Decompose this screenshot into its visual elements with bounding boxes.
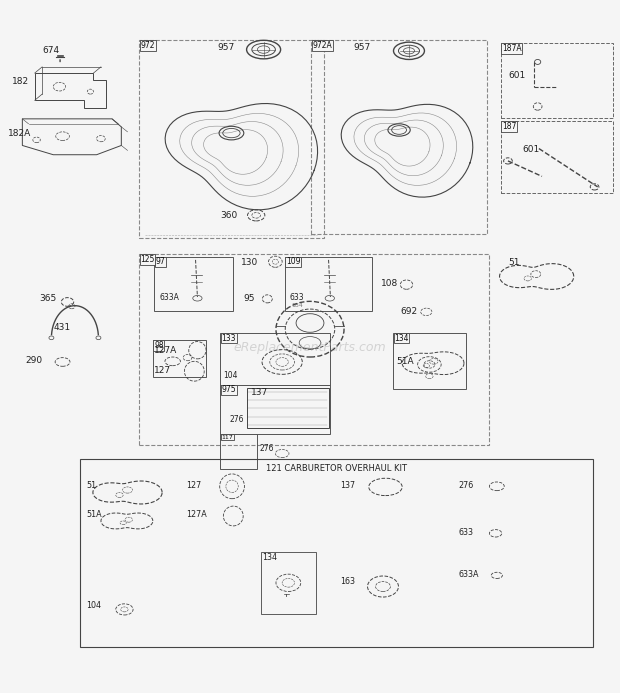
Text: 98: 98	[154, 341, 164, 350]
Text: 182: 182	[12, 77, 29, 86]
Text: 108: 108	[381, 279, 399, 288]
Bar	[260, 552, 316, 614]
Text: 133: 133	[221, 333, 236, 342]
Text: 975: 975	[221, 385, 236, 394]
Bar	[500, 44, 613, 118]
Text: 187: 187	[502, 122, 516, 131]
Bar	[220, 333, 330, 385]
Text: 109: 109	[286, 257, 300, 266]
Text: 276: 276	[259, 444, 274, 453]
Text: 431: 431	[54, 324, 71, 333]
Bar	[220, 385, 330, 435]
Text: 121 CARBURETOR OVERHAUL KIT: 121 CARBURETOR OVERHAUL KIT	[266, 464, 407, 473]
Text: 137: 137	[340, 480, 355, 489]
Text: 127A: 127A	[186, 510, 207, 519]
Bar	[311, 40, 487, 234]
Text: 182A: 182A	[8, 129, 32, 138]
Text: 601: 601	[522, 146, 539, 155]
Text: 127A: 127A	[154, 346, 177, 355]
Text: 972: 972	[141, 41, 155, 50]
Text: 51A: 51A	[86, 510, 102, 519]
Text: 117: 117	[221, 435, 233, 440]
Text: 187A: 187A	[502, 44, 521, 53]
Text: 601: 601	[508, 71, 525, 80]
Text: 134: 134	[262, 553, 277, 562]
Text: eReplacementParts.com: eReplacementParts.com	[234, 341, 386, 354]
Text: 957: 957	[217, 43, 234, 52]
Text: 127: 127	[154, 365, 171, 374]
Text: 134: 134	[394, 333, 409, 342]
Bar	[393, 333, 466, 389]
Text: 163: 163	[340, 577, 355, 586]
Text: 692: 692	[401, 308, 417, 317]
Text: 360: 360	[220, 211, 237, 220]
Text: 674: 674	[43, 46, 60, 55]
Bar	[140, 40, 324, 238]
Bar	[154, 257, 232, 310]
Text: 127: 127	[186, 480, 202, 489]
Bar	[80, 459, 593, 647]
Text: 130: 130	[241, 258, 258, 267]
Bar	[220, 435, 257, 469]
Text: 104: 104	[86, 601, 101, 610]
Bar	[500, 121, 613, 193]
Text: 290: 290	[25, 356, 43, 365]
Text: 633A: 633A	[159, 292, 179, 301]
Text: 957: 957	[353, 43, 371, 52]
Text: 633: 633	[290, 292, 304, 301]
Text: 125: 125	[141, 255, 155, 264]
Text: 184: 184	[292, 303, 304, 308]
Text: 137: 137	[251, 388, 268, 397]
Text: 365: 365	[39, 294, 56, 303]
Bar	[140, 254, 489, 446]
Text: 104: 104	[223, 371, 238, 380]
Text: 276: 276	[458, 480, 474, 489]
Text: 633: 633	[458, 527, 474, 536]
Bar	[285, 257, 372, 310]
Text: 95: 95	[243, 294, 255, 303]
Text: 97: 97	[156, 257, 165, 266]
Text: 51: 51	[86, 480, 96, 489]
Text: 276: 276	[229, 415, 244, 424]
Text: 633A: 633A	[458, 570, 479, 579]
Text: 51A: 51A	[397, 357, 414, 366]
Text: 972A: 972A	[312, 41, 332, 50]
Bar	[153, 340, 206, 378]
Text: 51: 51	[508, 258, 520, 267]
